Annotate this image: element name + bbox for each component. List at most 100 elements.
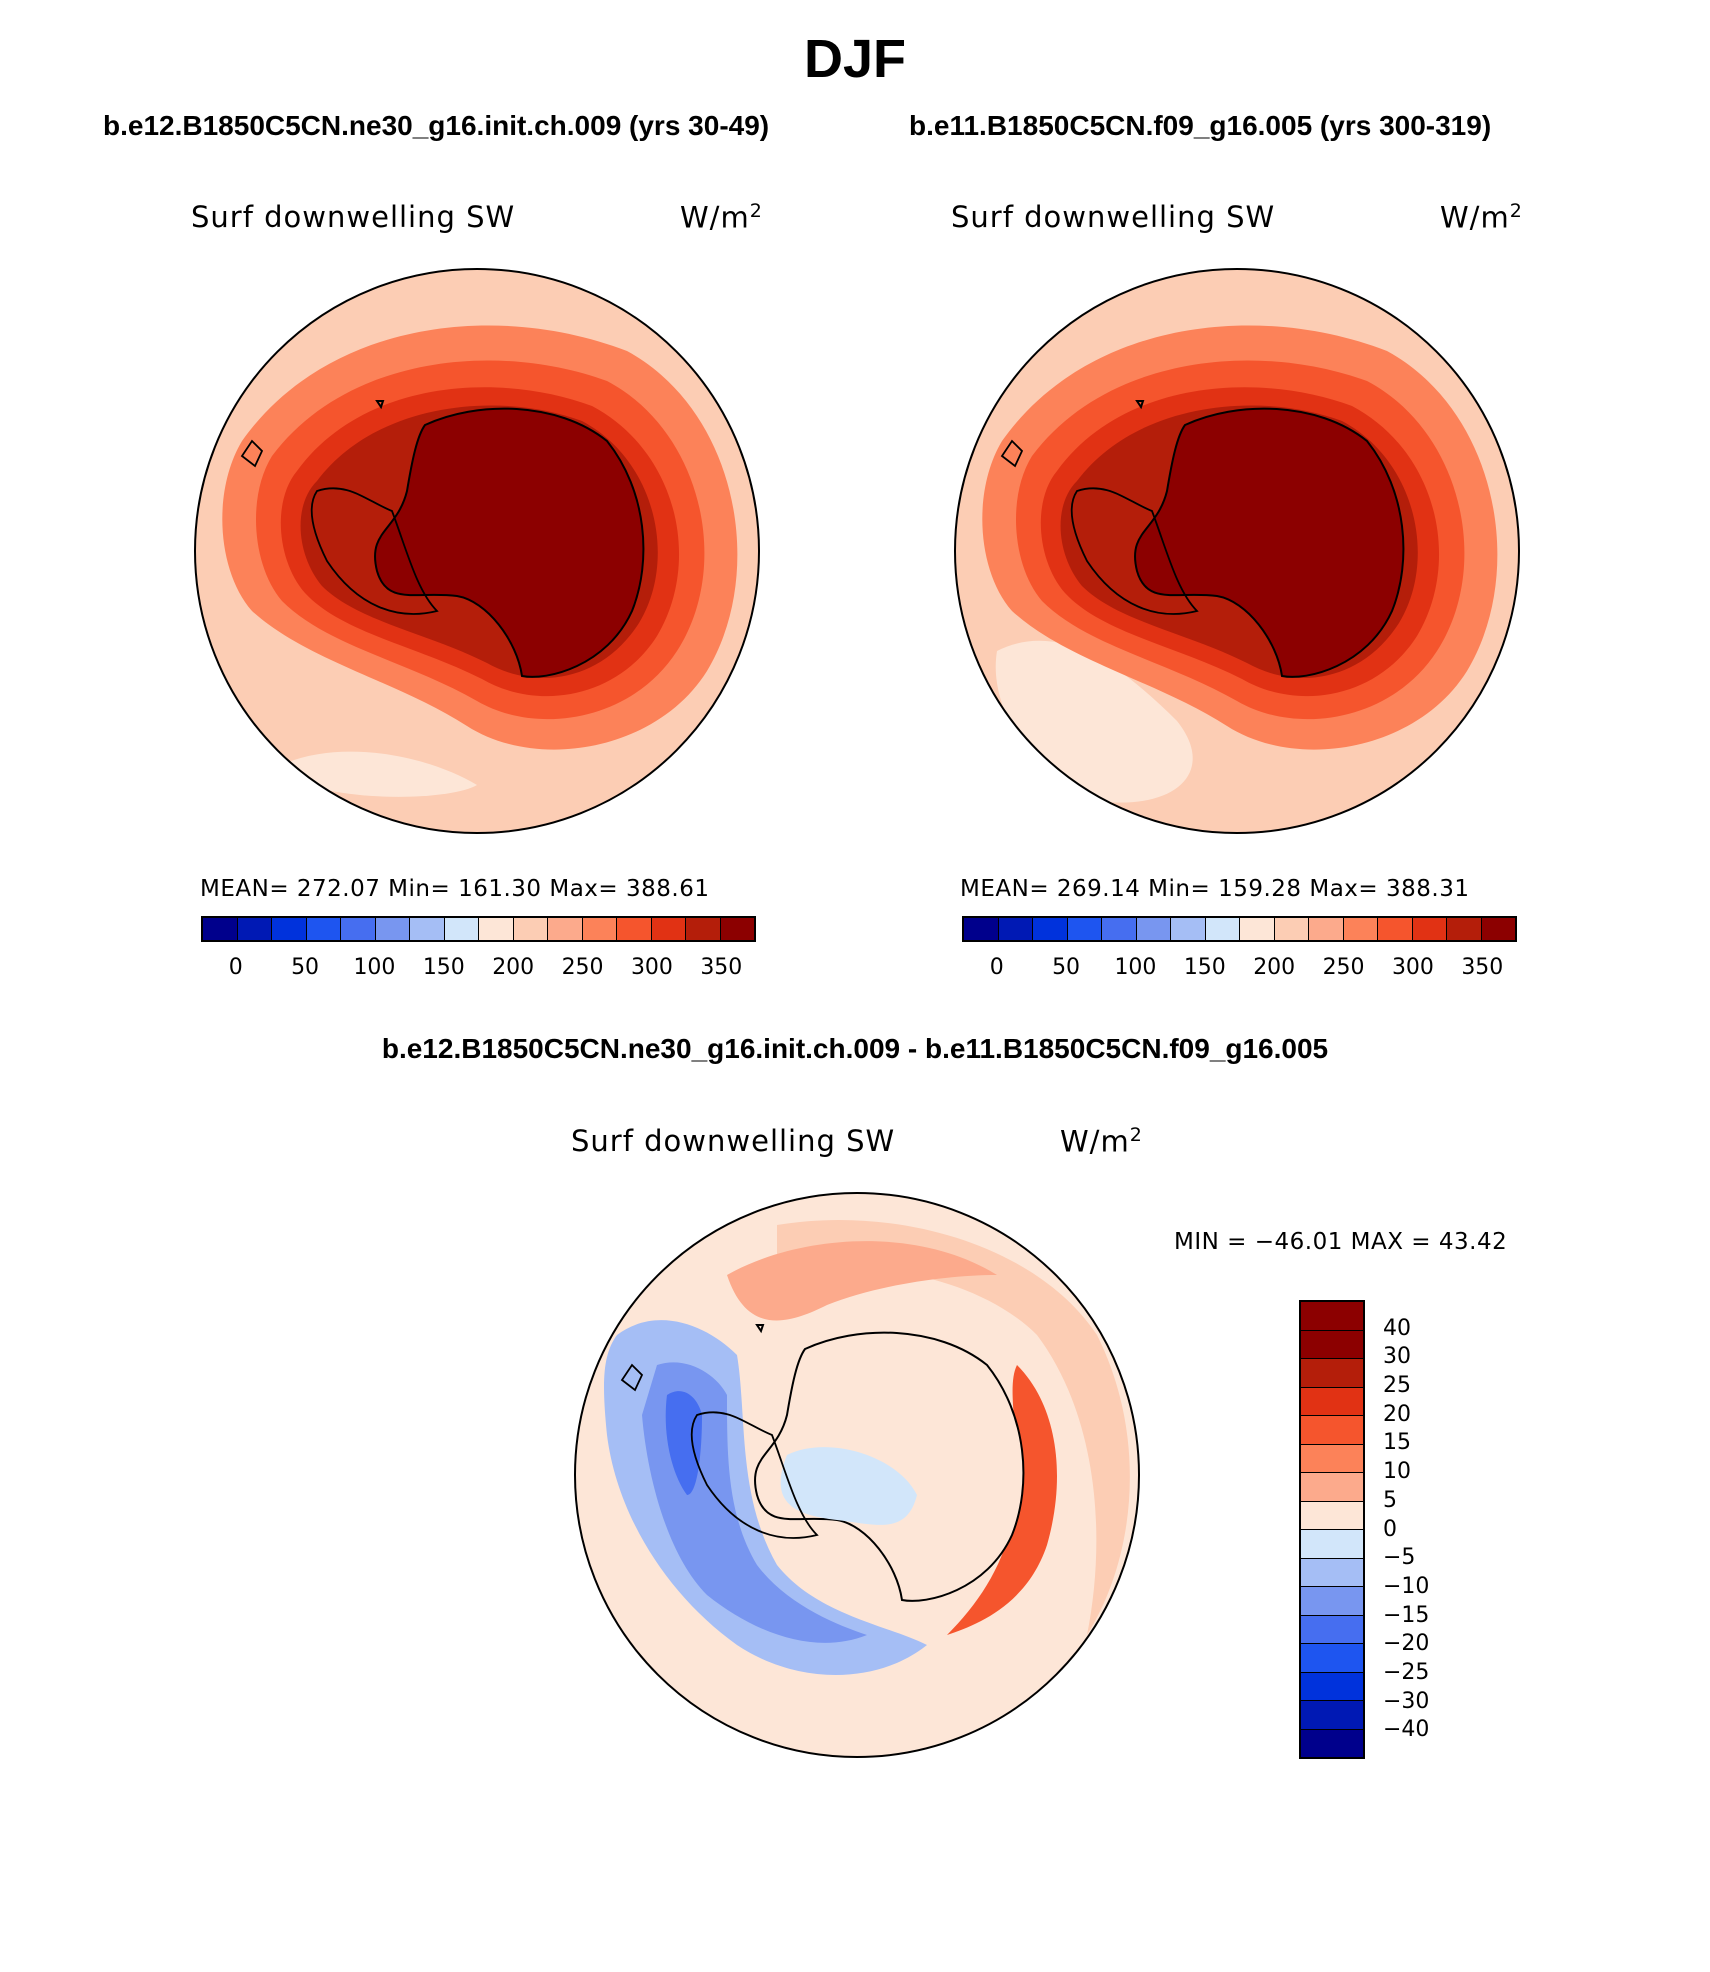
case2-peninsula-coast [1070,487,1199,615]
colorbar-swatch [1274,918,1309,940]
colorbar-swatch [203,918,238,940]
colorbar-swatch [1301,1359,1363,1388]
colorbar-swatch [479,918,514,940]
colorbar-swatch [1301,1558,1363,1587]
colorbar-tick-label: −25 [1383,1659,1430,1685]
colorbar-swatch [998,918,1033,940]
colorbar-swatch [444,918,479,940]
colorbar-swatch [1301,1387,1363,1416]
diff-land-neg [780,1447,917,1525]
diff-colorbar-labels: 40 30 25 20 15 10 5 0 −5 −10 −15 −20 −25 −30 −40 [1383,1300,1483,1759]
colorbar-swatch [1205,918,1240,940]
case2-units: W/m2 [1440,200,1523,235]
colorbar-tick-label: −15 [1383,1602,1430,1628]
case2-stats: MEAN= 269.14 Min= 159.28 Max= 388.31 [960,876,1470,902]
colorbar-swatch [1309,918,1344,940]
colorbar-tick-label: 0 [989,955,1004,980]
colorbar-swatch [1033,918,1068,940]
colorbar-swatch [375,918,410,940]
case2-map-border [954,268,1520,834]
colorbar-swatch [582,918,617,940]
colorbar-tick-label: 100 [353,955,396,980]
colorbar-swatch [1412,918,1447,940]
case1-pale-patch [277,751,477,797]
case1-units: W/m2 [680,200,763,235]
case1-title: b.e12.B1850C5CN.ne30_g16.init.ch.009 (yr… [103,110,770,141]
diff-minmax: MIN = −46.01 MAX = 43.42 [1174,1229,1508,1255]
colorbar-swatch [513,918,548,940]
colorbar-swatch [1301,1672,1363,1701]
colorbar-swatch [1102,918,1137,940]
colorbar-tick-label: 350 [700,955,743,980]
case1-variable: Surf downwelling SW [191,200,516,234]
colorbar-swatch [272,918,307,940]
colorbar-tick-label: 10 [1383,1459,1411,1485]
colorbar-tick-label: 40 [1383,1315,1411,1341]
diff-pos-arc [777,1219,1130,1635]
colorbar-swatch [410,918,445,940]
colorbar-swatch [1378,918,1413,940]
colorbar-swatch [548,918,583,940]
colorbar-swatch [1447,918,1482,940]
colorbar-tick-label: 200 [492,955,535,980]
colorbar-tick-label: 5 [1383,1487,1397,1513]
figure-title: DJF [803,29,906,89]
colorbar-tick-label: 15 [1383,1430,1411,1456]
case1-colorbar [201,916,756,942]
diff-colorbar [1299,1300,1365,1759]
colorbar-swatch [1136,918,1171,940]
colorbar-tick-label: 300 [630,955,673,980]
colorbar-swatch [1343,918,1378,940]
colorbar-swatch [237,918,272,940]
colorbar-tick-label: 25 [1383,1373,1411,1399]
case2-antarctica [1134,407,1405,678]
colorbar-tick-label: 20 [1383,1401,1411,1427]
colorbar-swatch [1301,1701,1363,1730]
colorbar-tick-label: 250 [561,955,604,980]
diff-peninsula-coast [690,1411,819,1539]
colorbar-tick-label: 0 [228,955,243,980]
colorbar-swatch [1301,1444,1363,1473]
case1-colorbar-labels: 0 50 100 150 200 250 300 350 [201,955,756,985]
case1-polar-map [194,268,760,834]
diff-polar-map [574,1192,1140,1758]
colorbar-tick-label: −40 [1383,1717,1430,1743]
colorbar-tick-label: −30 [1383,1688,1430,1714]
colorbar-swatch [1067,918,1102,940]
colorbar-tick-label: −20 [1383,1631,1430,1657]
colorbar-swatch [686,918,721,940]
colorbar-swatch [720,918,754,940]
colorbar-tick-label: 250 [1322,955,1365,980]
colorbar-tick-label: 100 [1114,955,1157,980]
colorbar-tick-label: 150 [422,955,465,980]
colorbar-swatch [1301,1729,1363,1757]
case1-antarctica [374,407,645,678]
colorbar-tick-label: 50 [1052,955,1081,980]
colorbar-swatch [1301,1530,1363,1559]
colorbar-tick-label: 50 [291,955,320,980]
diff-map-border [574,1192,1140,1758]
case2-colorbar-labels: 0 50 100 150 200 250 300 350 [962,955,1517,985]
case2-title: b.e11.B1850C5CN.f09_g16.005 (yrs 300-319… [909,110,1492,141]
colorbar-swatch [1301,1587,1363,1616]
case1-peninsula-coast [310,487,439,615]
colorbar-swatch [341,918,376,940]
colorbar-swatch [1301,1416,1363,1445]
colorbar-swatch [964,918,999,940]
colorbar-swatch [1301,1473,1363,1502]
colorbar-swatch [306,918,341,940]
colorbar-tick-label: 300 [1391,955,1434,980]
colorbar-swatch [651,918,686,940]
colorbar-swatch [1301,1330,1363,1359]
case2-polar-map [954,268,1520,834]
colorbar-tick-label: 200 [1253,955,1296,980]
diff-units: W/m2 [1060,1124,1143,1159]
colorbar-tick-label: 350 [1461,955,1504,980]
diff-title: b.e12.B1850C5CN.ne30_g16.init.ch.009 - b… [381,1033,1329,1064]
colorbar-tick-label: −10 [1383,1573,1430,1599]
colorbar-swatch [1301,1302,1363,1331]
diff-variable: Surf downwelling SW [571,1124,896,1158]
colorbar-swatch [1301,1644,1363,1673]
case2-colorbar [962,916,1517,942]
colorbar-tick-label: 0 [1383,1516,1397,1542]
